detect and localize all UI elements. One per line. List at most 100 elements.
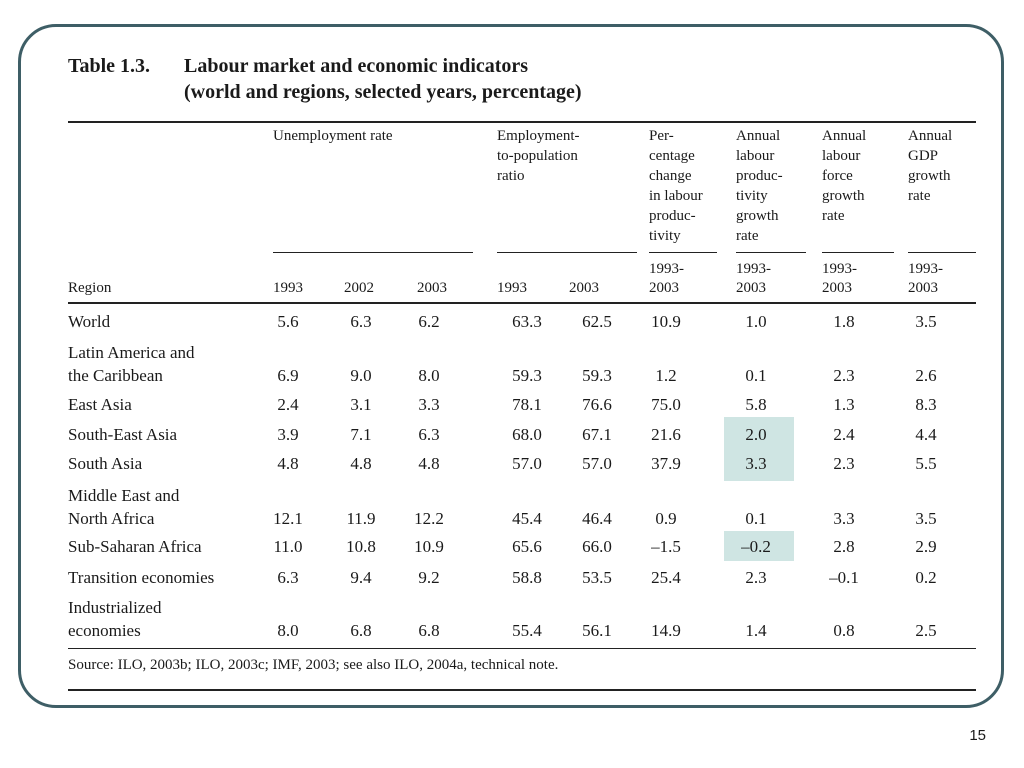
year-emp-2003: 2003 [569,279,599,298]
year-emp-1993: 1993 [497,279,527,298]
header-unemployment: Unemployment rate [273,126,393,146]
pct-change-underline [649,252,717,253]
labour-force-underline [822,252,894,253]
table-cell: 3.3 [399,393,459,416]
table-cell: 10.9 [636,310,696,333]
table-cell: 55.4 [497,619,557,642]
table-cell: 66.0 [567,535,627,558]
table-cell: 2.4 [814,423,874,446]
region-name: Latin America and the Caribbean [68,341,195,387]
table-cell: 2.0 [726,423,786,446]
table-cell: 4.8 [331,452,391,475]
table-title-line1: Labour market and economic indicators [184,53,528,79]
table-cell: 9.4 [331,566,391,589]
source-bottom-rule [68,689,976,691]
table-cell: 46.4 [567,507,627,530]
table-cell: 2.3 [814,452,874,475]
region-name: South-East Asia [68,423,177,446]
header-employment-ratio: Employment- to-population ratio [497,126,580,186]
table-cell: 75.0 [636,393,696,416]
table-cell: 5.8 [726,393,786,416]
unemployment-underline [273,252,473,253]
region-name: Middle East and North Africa [68,484,179,530]
year-unemp-2002: 2002 [344,279,374,298]
table-cell: 6.3 [399,423,459,446]
table-cell: 0.2 [896,566,956,589]
table-cell: 14.9 [636,619,696,642]
table-cell: 6.2 [399,310,459,333]
table-cell: 3.3 [814,507,874,530]
page-number: 15 [969,727,986,744]
table-cell: 2.3 [726,566,786,589]
year-unemp-1993: 1993 [273,279,303,298]
year-pct-change: 1993- 2003 [649,260,684,298]
table-cell: 67.1 [567,423,627,446]
table-cell: 25.4 [636,566,696,589]
table-cell: –1.5 [636,535,696,558]
table-cell: 1.0 [726,310,786,333]
table-cell: 65.6 [497,535,557,558]
table-cell: 10.9 [399,535,459,558]
table-cell: 2.6 [896,364,956,387]
table-cell: –0.2 [726,535,786,558]
table-cell: 1.4 [726,619,786,642]
table-cell: 9.0 [331,364,391,387]
table-cell: 6.8 [399,619,459,642]
table-cell: 12.2 [399,507,459,530]
table-cell: 8.0 [258,619,318,642]
table-cell: 0.8 [814,619,874,642]
table-cell: 7.1 [331,423,391,446]
table-cell: 4.4 [896,423,956,446]
year-gdp: 1993- 2003 [908,260,943,298]
employment-underline [497,252,637,253]
table-cell: 2.8 [814,535,874,558]
region-name: Sub-Saharan Africa [68,535,202,558]
header-region: Region [68,279,111,298]
gdp-underline [908,252,976,253]
table-top-rule [68,121,976,123]
table-cell: 8.3 [896,393,956,416]
region-name: East Asia [68,393,132,416]
table-cell: 11.9 [331,507,391,530]
table-number: Table 1.3. [68,53,150,79]
header-annual-productivity: Annual labour produc- tivity growth rate [736,126,783,246]
table-cell: 56.1 [567,619,627,642]
table-cell: 37.9 [636,452,696,475]
table-cell: 58.8 [497,566,557,589]
table-cell: 2.4 [258,393,318,416]
table-cell: 5.6 [258,310,318,333]
header-annual-gdp: Annual GDP growth rate [908,126,952,206]
region-name: Transition economies [68,566,214,589]
table-cell: 59.3 [497,364,557,387]
table-cell: 8.0 [399,364,459,387]
table-cell: 5.5 [896,452,956,475]
table-cell: 4.8 [399,452,459,475]
table-cell: 3.5 [896,507,956,530]
table-cell: 0.9 [636,507,696,530]
table-cell: 2.3 [814,364,874,387]
table-cell: 9.2 [399,566,459,589]
table-cell: 63.3 [497,310,557,333]
table-cell: 53.5 [567,566,627,589]
table-cell: 3.9 [258,423,318,446]
table-cell: 2.5 [896,619,956,642]
header-annual-labour-force: Annual labour force growth rate [822,126,866,226]
table-cell: 3.5 [896,310,956,333]
table-cell: 3.3 [726,452,786,475]
table-bottom-rule [68,648,976,649]
table-cell: 6.9 [258,364,318,387]
table-cell: 57.0 [497,452,557,475]
table-cell: 12.1 [258,507,318,530]
region-name: World [68,310,110,333]
table-cell: 0.1 [726,364,786,387]
year-labour-force: 1993- 2003 [822,260,857,298]
region-name: South Asia [68,452,142,475]
table-cell: 1.8 [814,310,874,333]
table-cell: 6.3 [331,310,391,333]
table-cell: 3.1 [331,393,391,416]
table-cell: 1.3 [814,393,874,416]
table-cell: 78.1 [497,393,557,416]
table-cell: 21.6 [636,423,696,446]
header-bottom-rule [68,302,976,304]
table-cell: 45.4 [497,507,557,530]
